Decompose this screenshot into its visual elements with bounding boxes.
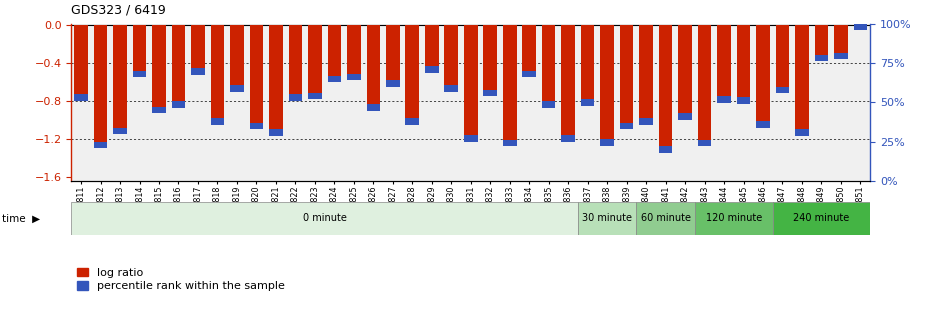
Bar	[230, 26, 243, 92]
Bar	[152, 107, 165, 113]
Bar	[834, 26, 847, 59]
Bar	[269, 129, 282, 136]
Bar	[288, 94, 302, 101]
Bar	[366, 26, 380, 111]
Bar	[522, 71, 536, 77]
Bar	[522, 26, 536, 77]
Bar	[561, 26, 575, 142]
Bar	[695, 202, 773, 235]
Bar	[581, 26, 594, 106]
Bar	[698, 26, 711, 146]
Bar	[425, 66, 438, 73]
Bar	[71, 202, 578, 235]
Bar	[444, 85, 458, 92]
Text: 60 minute: 60 minute	[641, 213, 690, 223]
Bar	[542, 101, 555, 108]
Text: GDS323 / 6419: GDS323 / 6419	[71, 3, 166, 16]
Bar	[308, 26, 321, 99]
Bar	[636, 202, 695, 235]
Bar	[659, 26, 672, 153]
Bar	[133, 26, 146, 77]
Bar	[834, 53, 847, 59]
Bar	[659, 146, 672, 153]
Text: 0 minute: 0 minute	[302, 213, 346, 223]
Bar	[425, 26, 438, 73]
Bar	[581, 99, 594, 106]
Bar	[94, 142, 107, 148]
Bar	[308, 92, 321, 99]
Bar	[483, 26, 497, 96]
Bar	[464, 135, 477, 142]
Bar	[113, 128, 126, 134]
Text: 240 minute: 240 minute	[793, 213, 849, 223]
Bar	[94, 26, 107, 148]
Bar	[815, 26, 828, 61]
Bar	[269, 26, 282, 136]
Bar	[756, 26, 769, 128]
Bar	[776, 87, 789, 93]
Bar	[795, 129, 808, 136]
Bar	[444, 26, 458, 92]
Bar	[815, 55, 828, 61]
Bar	[191, 26, 204, 75]
Bar	[366, 104, 380, 111]
Bar	[288, 26, 302, 101]
Bar	[639, 26, 653, 125]
Bar	[639, 118, 653, 125]
Bar	[854, 24, 867, 30]
Bar	[405, 26, 419, 125]
Bar	[483, 90, 497, 96]
Bar	[210, 26, 224, 125]
Bar	[464, 26, 477, 142]
Bar	[620, 26, 633, 129]
Bar	[776, 26, 789, 93]
Bar	[113, 26, 126, 134]
Bar	[717, 26, 731, 103]
Bar	[854, 26, 867, 30]
Text: 120 minute: 120 minute	[706, 213, 762, 223]
Bar	[386, 80, 399, 87]
Bar	[405, 118, 419, 125]
Bar	[678, 113, 692, 120]
Bar	[578, 202, 636, 235]
Bar	[503, 140, 516, 146]
Bar	[386, 26, 399, 87]
Bar	[678, 26, 692, 120]
Legend: log ratio, percentile rank within the sample: log ratio, percentile rank within the sa…	[77, 268, 284, 291]
Bar	[191, 68, 204, 75]
Bar	[503, 26, 516, 146]
Bar	[620, 123, 633, 129]
Bar	[542, 26, 555, 108]
Bar	[249, 26, 263, 129]
Bar	[133, 71, 146, 77]
Bar	[230, 85, 243, 92]
Text: time  ▶: time ▶	[2, 213, 40, 223]
Bar	[327, 26, 341, 82]
Bar	[172, 101, 185, 108]
Bar	[600, 139, 614, 145]
Bar	[347, 74, 360, 80]
Text: 30 minute: 30 minute	[582, 213, 632, 223]
Bar	[717, 96, 731, 103]
Bar	[152, 26, 165, 113]
Bar	[737, 26, 750, 104]
Bar	[327, 76, 341, 82]
Bar	[600, 26, 614, 145]
Bar	[210, 118, 224, 125]
Bar	[249, 123, 263, 129]
Bar	[561, 135, 575, 142]
Bar	[74, 94, 87, 101]
Bar	[74, 26, 87, 101]
Bar	[172, 26, 185, 108]
Bar	[756, 121, 769, 128]
Bar	[698, 140, 711, 146]
Bar	[737, 97, 750, 104]
Bar	[795, 26, 808, 136]
Bar	[347, 26, 360, 80]
Bar	[773, 202, 870, 235]
